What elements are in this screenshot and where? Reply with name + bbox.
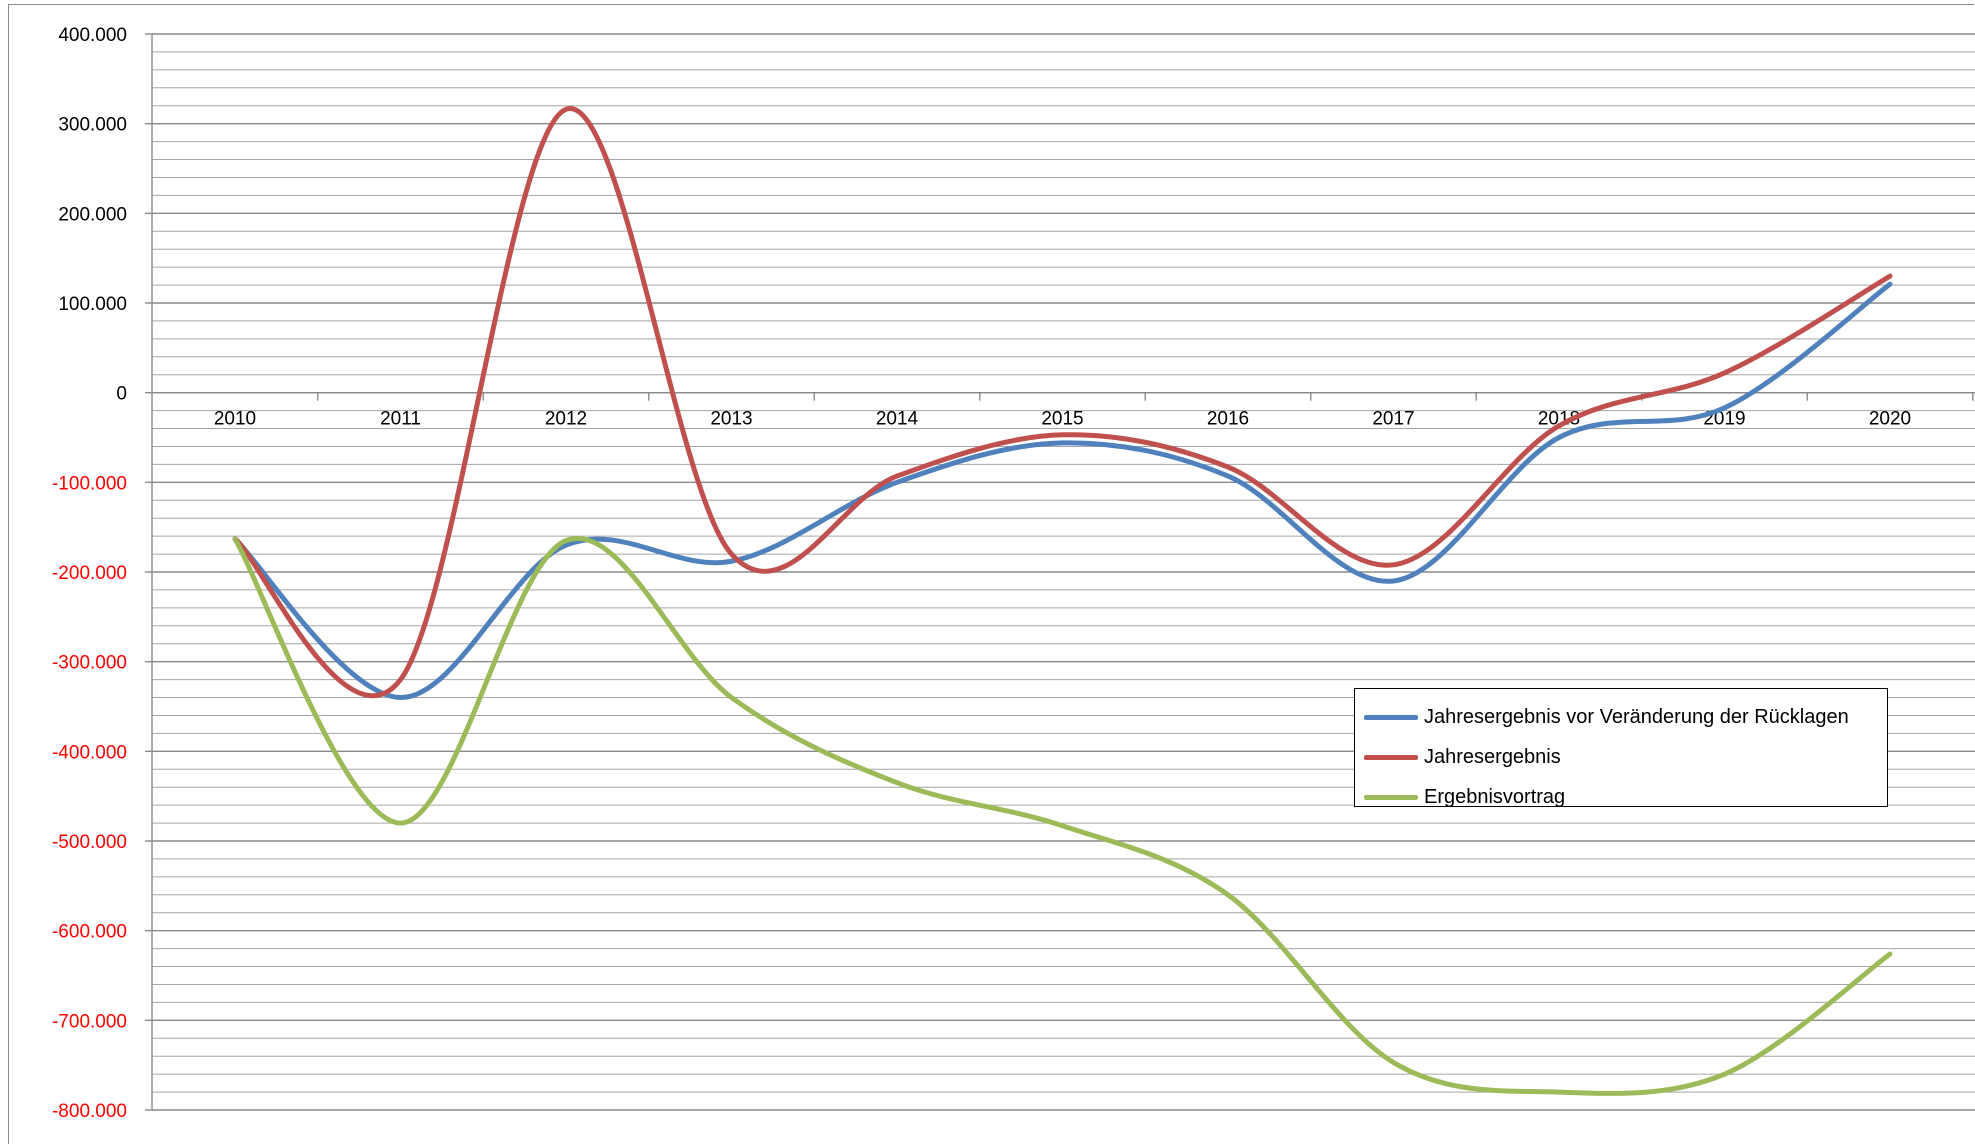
legend-swatch bbox=[1364, 794, 1418, 800]
legend-item: Jahresergebnis bbox=[1355, 737, 1887, 777]
legend-label: Jahresergebnis bbox=[1424, 745, 1561, 768]
series-line bbox=[232, 536, 1893, 1096]
y-tick-label: -200.000 bbox=[52, 563, 127, 584]
legend-label: Jahresergebnis vor Veränderung der Rückl… bbox=[1424, 705, 1849, 728]
y-tick-label: -800.000 bbox=[52, 1101, 127, 1122]
y-tick-label: 100.000 bbox=[58, 294, 127, 315]
y-tick-label: 300.000 bbox=[58, 115, 127, 136]
series-line bbox=[232, 281, 1893, 701]
axes: 400.000 300.000 200.000 100.000 0 -100.000 -20… bbox=[52, 25, 1975, 1122]
y-tick-label: 200.000 bbox=[58, 204, 127, 225]
x-tick-label: 2016 bbox=[1207, 409, 1249, 430]
legend-label: Ergebnisvortrag bbox=[1424, 785, 1566, 808]
y-tick-label: -300.000 bbox=[52, 653, 127, 674]
series-lines bbox=[232, 106, 1893, 1096]
y-tick-label: 0 bbox=[116, 384, 127, 405]
y-tick-label: -700.000 bbox=[52, 1011, 127, 1032]
legend-item: Jahresergebnis vor Veränderung der Rückl… bbox=[1355, 697, 1887, 737]
chart-frame bbox=[8, 4, 1974, 1144]
y-tick-label: -500.000 bbox=[52, 832, 127, 853]
y-tick-label: -100.000 bbox=[52, 473, 127, 494]
x-tick-label: 2011 bbox=[380, 409, 421, 430]
x-tick-label: 2017 bbox=[1372, 409, 1414, 430]
series-line bbox=[232, 106, 1893, 699]
x-tick-label: 2010 bbox=[214, 409, 256, 430]
y-tick-label: -600.000 bbox=[52, 922, 127, 943]
legend-item: Ergebnisvortrag bbox=[1355, 777, 1887, 817]
x-tick-label: 2012 bbox=[545, 409, 587, 430]
legend-swatch bbox=[1364, 714, 1418, 720]
y-tick-label: -400.000 bbox=[52, 742, 127, 763]
legend-swatch bbox=[1364, 754, 1418, 760]
gridlines bbox=[152, 33, 1975, 1111]
x-tick-label: 2015 bbox=[1041, 409, 1083, 430]
x-tick-label: 2020 bbox=[1869, 409, 1911, 430]
legend: Jahresergebnis vor Veränderung der Rückl… bbox=[1354, 688, 1888, 808]
x-tick-label: 2014 bbox=[876, 409, 919, 430]
y-tick-label: 400.000 bbox=[58, 25, 127, 46]
x-tick-label: 2018 bbox=[1538, 409, 1580, 430]
x-tick-label: 2013 bbox=[710, 409, 752, 430]
